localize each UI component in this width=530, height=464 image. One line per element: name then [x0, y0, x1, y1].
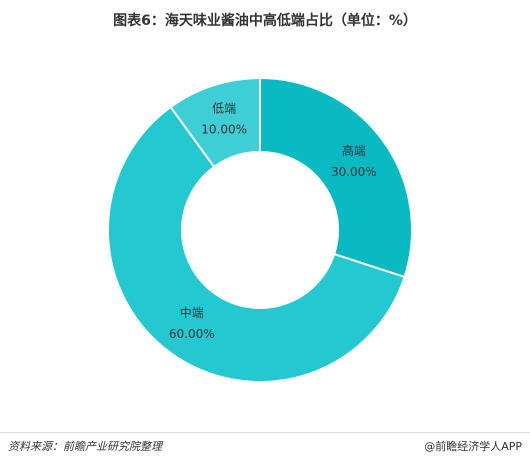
- source-note: 资料来源：前瞻产业研究院整理: [8, 440, 162, 453]
- slice-category-label: 高端: [342, 143, 366, 158]
- brand-credit: @前瞻经济学人APP: [424, 440, 522, 453]
- donut-slice-2: [107, 105, 406, 383]
- slice-value-label: 60.00%: [169, 327, 215, 341]
- donut-slices: [107, 76, 413, 383]
- slice-value-label: 30.00%: [331, 165, 377, 179]
- donut-slice-3: [169, 76, 261, 169]
- slice-value-label: 10.00%: [201, 123, 247, 137]
- donut-slice-1: [259, 76, 413, 279]
- slice-category-label: 中端: [180, 305, 204, 320]
- slice-category-label: 低端: [212, 102, 236, 116]
- donut-labels: 高端 30.00% 中端 60.00% 低端 10.00%: [169, 102, 377, 341]
- chart-title: 图表6：海天味业酱油中高低端占比（单位：%）: [113, 13, 417, 29]
- footer-divider: [0, 432, 530, 433]
